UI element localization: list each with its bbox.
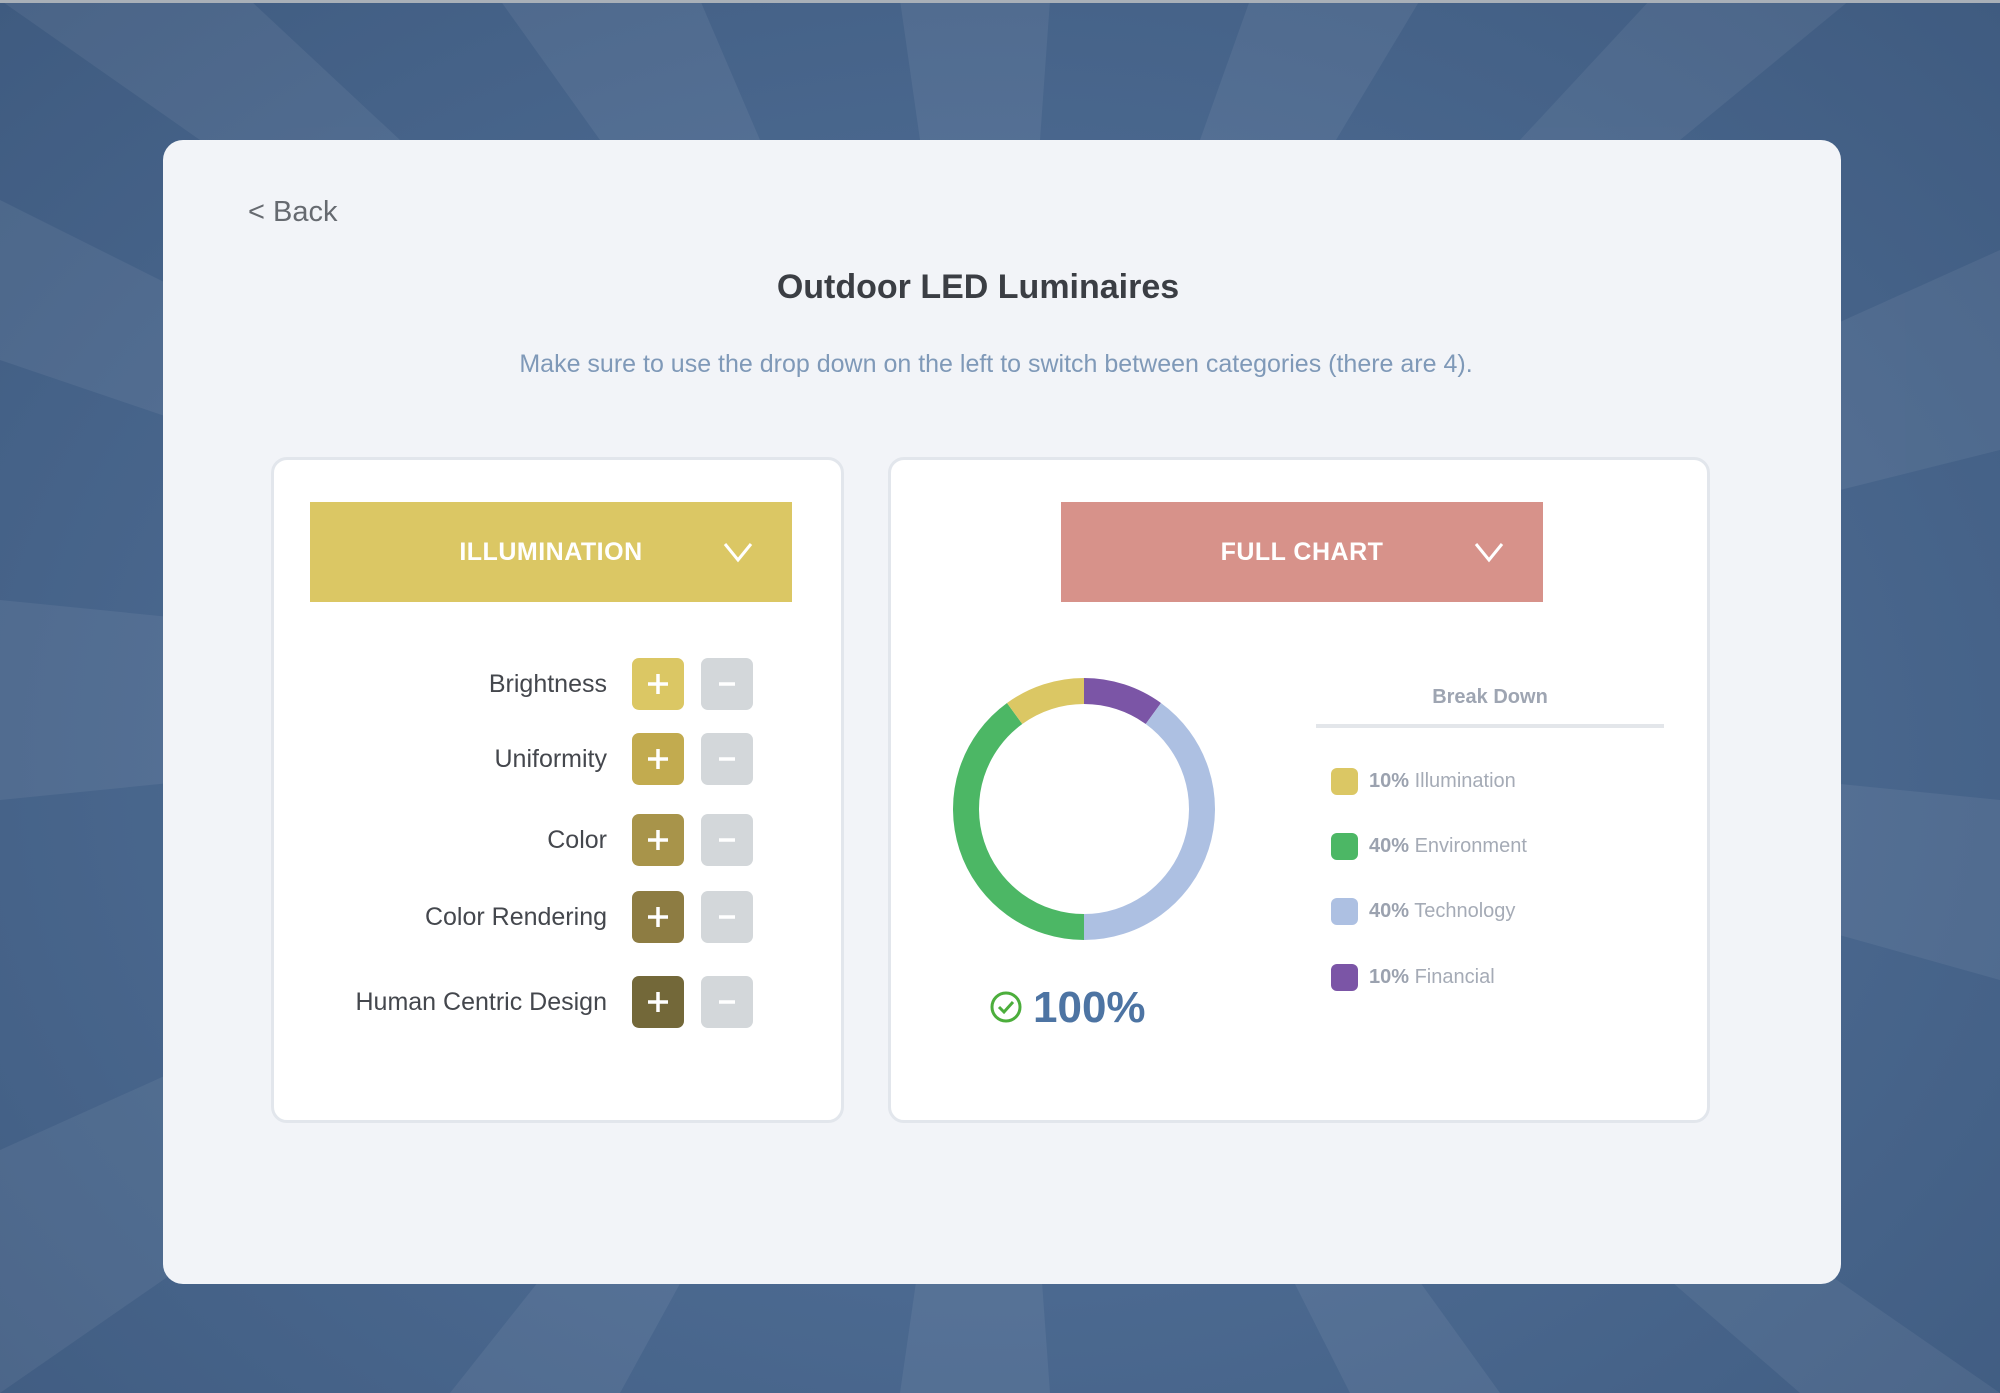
check-circle-icon	[990, 991, 1022, 1023]
legend-label: Illumination	[1414, 770, 1516, 792]
increase-button[interactable]	[632, 891, 684, 943]
legend-percent: 10%	[1369, 966, 1410, 988]
chart-dropdown-label: FULL CHART	[1220, 538, 1384, 566]
legend-label: Environment	[1414, 835, 1527, 857]
total-percent-value: 100%	[1033, 983, 1146, 1032]
chart-dropdown[interactable]: FULL CHART	[1061, 502, 1543, 602]
increase-button[interactable]	[632, 658, 684, 710]
page-subtitle: Make sure to use the drop down on the le…	[519, 350, 1473, 378]
increase-button[interactable]	[632, 976, 684, 1028]
legend-text: 10% Financial	[1369, 963, 1495, 991]
criterion-row: Color	[274, 814, 847, 866]
legend-percent: 10%	[1369, 770, 1410, 792]
legend-swatch	[1331, 833, 1358, 860]
page-title: Outdoor LED Luminaires	[776, 268, 1180, 306]
criterion-row: Human Centric Design	[274, 976, 847, 1028]
decrease-button[interactable]	[701, 891, 753, 943]
legend-percent: 40%	[1369, 900, 1410, 922]
decrease-button[interactable]	[701, 976, 753, 1028]
criterion-row: Uniformity	[274, 733, 847, 785]
criterion-row: Brightness	[274, 658, 847, 710]
legend-text: 10% Illumination	[1369, 767, 1516, 795]
legend-label: Technology	[1414, 900, 1516, 922]
chevron-down-icon	[723, 543, 753, 563]
category-dropdown[interactable]: ILLUMINATION	[310, 502, 792, 602]
chevron-down-icon	[1474, 543, 1504, 563]
minus-icon	[719, 757, 735, 761]
criterion-label: Color Rendering	[424, 903, 607, 931]
plus-icon	[648, 674, 668, 694]
legend-swatch	[1331, 768, 1358, 795]
minus-icon	[719, 682, 735, 686]
category-dropdown-label: ILLUMINATION	[459, 538, 643, 566]
donut-segment-environment	[953, 703, 1085, 940]
minus-icon	[719, 915, 735, 919]
chart-panel: FULL CHART 100% Break Down 10% Illuminat…	[888, 457, 1710, 1123]
legend-label: Financial	[1414, 966, 1495, 988]
criterion-row: Color Rendering	[274, 891, 847, 943]
plus-icon	[648, 749, 668, 769]
plus-icon	[648, 992, 668, 1012]
decrease-button[interactable]	[701, 658, 753, 710]
donut-segment-financial	[1083, 678, 1161, 725]
legend-swatch	[1331, 898, 1358, 925]
category-panel: ILLUMINATION Brightness Uniformity Color Co…	[271, 457, 844, 1123]
back-link[interactable]: < Back	[248, 196, 338, 228]
top-border	[0, 0, 2000, 3]
increase-button[interactable]	[632, 733, 684, 785]
donut-segment-technology	[1083, 703, 1215, 940]
legend-text: 40% Environment	[1369, 832, 1527, 860]
legend-percent: 40%	[1369, 835, 1410, 857]
legend-swatch	[1331, 964, 1358, 991]
criterion-label: Uniformity	[494, 745, 607, 773]
criterion-label: Human Centric Design	[355, 988, 608, 1016]
decrease-button[interactable]	[701, 814, 753, 866]
legend-text: 40% Technology	[1369, 897, 1515, 925]
decrease-button[interactable]	[701, 733, 753, 785]
plus-icon	[648, 830, 668, 850]
breakdown-title: Break Down	[1432, 686, 1548, 708]
breakdown-divider	[1316, 724, 1664, 728]
donut-segment-illumination	[1007, 678, 1085, 725]
minus-icon	[719, 838, 735, 842]
plus-icon	[648, 907, 668, 927]
increase-button[interactable]	[632, 814, 684, 866]
minus-icon	[719, 1000, 735, 1004]
criterion-label: Color	[547, 826, 607, 854]
donut-chart	[953, 678, 1215, 940]
modal: < Back Outdoor LED Luminaires Make sure …	[163, 140, 1841, 1284]
criterion-label: Brightness	[488, 670, 607, 698]
